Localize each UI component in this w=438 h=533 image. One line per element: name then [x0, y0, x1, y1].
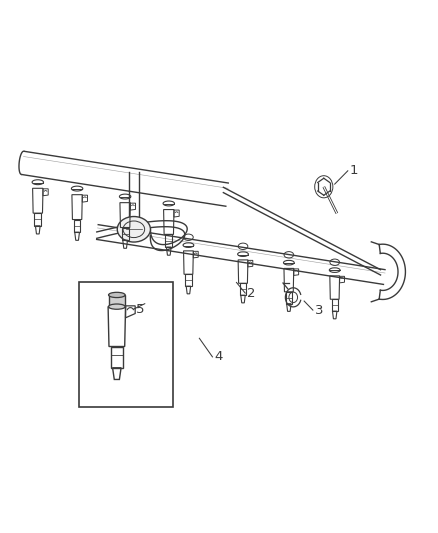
Text: 3: 3	[315, 304, 324, 317]
Ellipse shape	[109, 304, 125, 309]
Text: 1: 1	[350, 164, 358, 177]
Bar	[109, 295, 125, 306]
Text: 2: 2	[247, 287, 256, 300]
Text: 4: 4	[215, 350, 223, 364]
Bar	[79, 282, 173, 407]
Ellipse shape	[117, 216, 150, 242]
Ellipse shape	[109, 292, 125, 297]
Text: 5: 5	[136, 303, 145, 316]
